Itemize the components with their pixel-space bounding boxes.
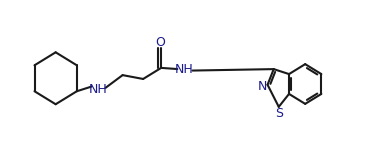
Text: NH: NH	[88, 83, 107, 96]
Text: N: N	[258, 80, 268, 93]
Text: O: O	[155, 36, 165, 49]
Text: S: S	[276, 107, 284, 120]
Text: NH: NH	[175, 63, 194, 76]
